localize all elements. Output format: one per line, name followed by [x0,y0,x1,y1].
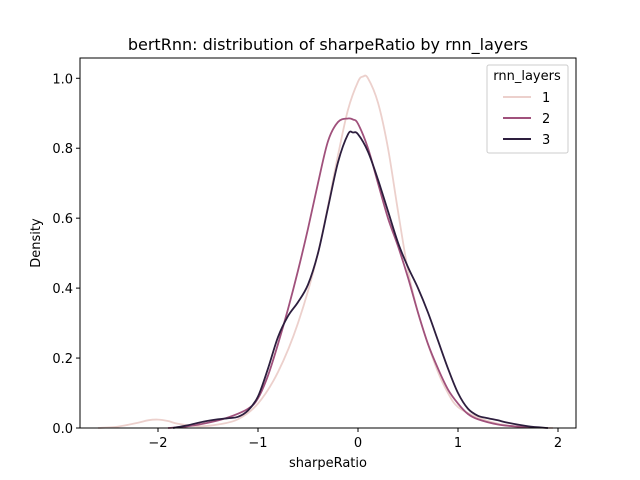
x-tick-label: 0 [354,436,362,451]
plot-frame [79,57,577,429]
x-axis-ticks: −2 −1 0 1 2 [148,428,562,451]
legend-box [486,64,569,154]
x-tick-label: −2 [148,436,167,451]
legend-label-1: 1 [542,91,550,106]
legend: rnn_layers 1 2 3 [486,64,569,154]
chart-title: bertRnn: distribution of sharpeRatio by … [128,35,528,55]
legend-label-3: 3 [542,133,550,148]
x-tick-label: −1 [248,436,267,451]
y-tick-label: 0.4 [52,282,73,297]
y-tick-label: 0.6 [52,212,73,227]
plot-lines [97,74,554,429]
y-tick-label: 1.0 [52,72,73,87]
legend-label-2: 2 [542,112,550,127]
y-tick-label: 0.8 [52,142,73,157]
density-line-1 [97,74,554,429]
y-axis-ticks: 0.0 0.2 0.4 0.6 0.8 1.0 [52,72,80,437]
x-tick-label: 2 [554,436,562,451]
density-line-3 [172,130,549,429]
y-tick-label: 0.2 [52,352,73,367]
legend-title: rnn_layers [493,69,561,84]
y-axis-label: Density [29,218,44,268]
density-line-2 [167,117,539,429]
x-axis-label: sharpeRatio [289,456,367,471]
x-tick-label: 1 [454,436,462,451]
y-tick-label: 0.0 [52,422,73,437]
